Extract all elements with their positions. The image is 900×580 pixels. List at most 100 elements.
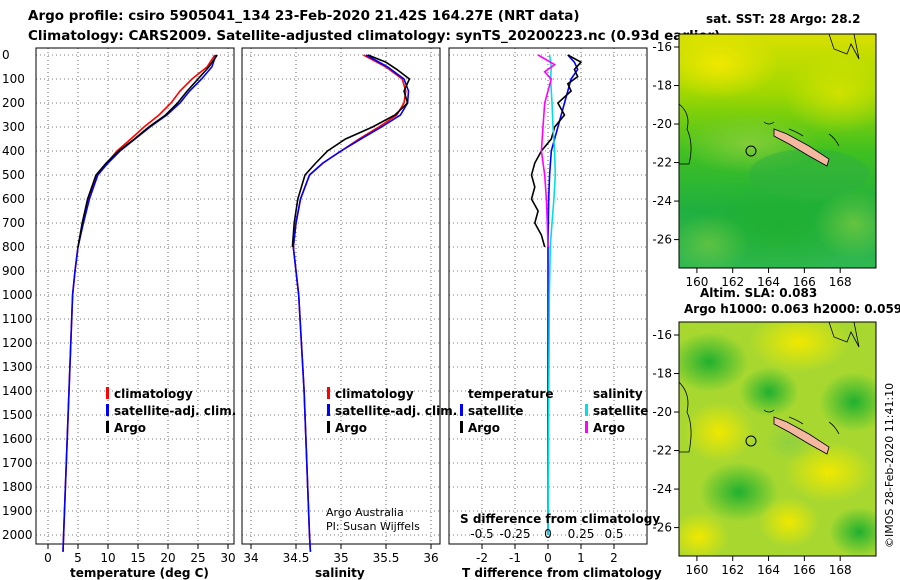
x-tick-label: 15 — [130, 551, 145, 565]
legend-argo-swatch — [327, 421, 330, 433]
lat-tick-label: -18 — [652, 367, 672, 381]
lon-tick-label: 168 — [829, 563, 852, 577]
temperature-frame — [35, 47, 235, 545]
lat-tick-label: -16 — [652, 328, 672, 342]
sla-map-title-2: Argo h1000: 0.063 h2000: 0.059 — [684, 302, 900, 316]
sst-map-field — [679, 34, 876, 268]
series-line-argo — [77, 54, 218, 248]
depth-tick-label: 100 — [2, 72, 25, 86]
depth-tick-label: 1700 — [2, 456, 33, 470]
series-line-climatology — [292, 54, 407, 552]
legend-satellite-swatch — [327, 404, 330, 416]
lat-tick-label: -26 — [652, 521, 672, 535]
difference-panel: -2 -1 0 1 2 -0.5 -0.25 0 0.25 0.5 T difference f… — [448, 47, 662, 580]
temperature-gridlines — [36, 48, 234, 544]
depth-tick-label: 1100 — [2, 312, 33, 326]
legend-temp-argo-swatch — [460, 421, 463, 433]
depth-tick-label: 500 — [2, 168, 25, 182]
depth-tick-label: 400 — [2, 144, 25, 158]
lon-tick-label: 162 — [721, 563, 744, 577]
sst-lon-ticks: 160 162 164 166 168 — [685, 268, 852, 289]
lon-tick-label: 162 — [721, 275, 744, 289]
temperature-series — [62, 54, 218, 552]
x-tick-label: 25 — [190, 551, 205, 565]
lon-tick-label: 166 — [793, 563, 816, 577]
depth-tick-label: 1900 — [2, 504, 33, 518]
depth-tick-label: 1800 — [2, 480, 33, 494]
legend-sal-satellite-label: satellite — [593, 404, 648, 418]
x-tick-label: 30 — [220, 551, 235, 565]
legend-satellite-swatch — [106, 404, 109, 416]
lat-tick-label: -26 — [652, 233, 672, 247]
legend-sal-satellite-swatch — [585, 404, 588, 416]
lat-tick-label: -24 — [652, 194, 672, 208]
difference-salinity-ticks: -0.5 -0.25 0 0.25 0.5 — [470, 527, 623, 541]
depth-tick-label: 1300 — [2, 360, 33, 374]
sla-map: Altim. SLA: 0.083 Argo h1000: 0.063 h200… — [652, 286, 900, 577]
temperature-x-ticks: 0 5 10 15 20 25 30 — [44, 544, 236, 565]
legend-climatology-swatch — [327, 387, 330, 399]
legend-temp-satellite-label: satellite — [468, 404, 523, 418]
x-tick-label: -2 — [476, 551, 488, 565]
x-tick-label: 0 — [544, 551, 552, 565]
difference-xlabel: T difference from climatology — [462, 566, 662, 580]
x-tick-label: 34 — [243, 551, 258, 565]
sst-map: sat. SST: 28 Argo: 28.2 -16-18-20-22-24-… — [652, 12, 877, 289]
depth-tick-label: 1500 — [2, 408, 33, 422]
salinity-xlabel: salinity — [315, 566, 365, 580]
depth-tick-label: 900 — [2, 264, 25, 278]
x-tick-label: 35.5 — [373, 551, 400, 565]
salinity-legend: climatology satellite-adj. clim. Argo — [327, 387, 457, 435]
title-line-2: Climatology: CARS2009. Satellite-adjuste… — [28, 28, 720, 44]
series-line-temperature-argo — [530, 54, 583, 248]
series-line-argo — [291, 54, 411, 248]
lon-tick-label: 160 — [685, 275, 708, 289]
sla-map-title-1: Altim. SLA: 0.083 — [700, 286, 817, 300]
legend-argo-label: Argo — [114, 421, 146, 435]
difference-series — [530, 54, 583, 536]
depth-tick-label: 1600 — [2, 432, 33, 446]
x-tick-label: 1 — [577, 551, 585, 565]
salinity-diff-tick-label: -0.25 — [499, 527, 530, 541]
legend-climatology-label: climatology — [335, 387, 414, 401]
x-tick-label: 34.5 — [283, 551, 310, 565]
salinity-panel: 34 34.5 35 35.5 36 salinity climatology sate… — [241, 47, 457, 580]
x-tick-label: -1 — [509, 551, 521, 565]
lat-tick-label: -20 — [652, 117, 672, 131]
x-tick-label: 36 — [423, 551, 438, 565]
x-tick-label: 2 — [610, 551, 618, 565]
salinity-diff-tick-label: 0.25 — [568, 527, 595, 541]
temperature-panel: 0 5 10 15 20 25 30 temperature (deg C) climato… — [35, 47, 236, 580]
x-tick-label: 20 — [160, 551, 175, 565]
depth-tick-label: 800 — [2, 240, 25, 254]
imos-watermark: ©IMOS 28-Feb-2020 11:41:10 — [883, 383, 896, 548]
title-line-1: Argo profile: csiro 5905041_134 23-Feb-2… — [28, 8, 579, 24]
legend-climatology-swatch — [106, 387, 109, 399]
series-line-climatology — [62, 54, 216, 552]
legend-sal-argo-label: Argo — [593, 421, 625, 435]
sst-map-frame — [678, 33, 877, 269]
salinity-gridlines — [242, 48, 440, 544]
sst-lat-ticks: -16 -18 -20 -22 -24 -26 — [652, 40, 679, 247]
x-tick-label: 35 — [333, 551, 348, 565]
legend-argo-label: Argo — [335, 421, 367, 435]
depth-axis: 0 100 200 300 400 500 600 700 800 900 1000 1100 1200… — [2, 48, 33, 542]
sla-lat-ticks: -16 -18 -20 -22 -24 -26 — [652, 328, 679, 535]
legend-temperature-title: temperature — [468, 387, 553, 401]
sla-map-field — [679, 322, 876, 556]
depth-tick-label: 0 — [2, 48, 10, 62]
sla-lon-ticks: 160 162 164 166 168 — [685, 556, 852, 577]
depth-tick-label: 1200 — [2, 336, 33, 350]
lon-tick-label: 166 — [793, 275, 816, 289]
sst-map-title: sat. SST: 28 Argo: 28.2 — [706, 12, 860, 26]
x-tick-label: 10 — [100, 551, 115, 565]
lat-tick-label: -24 — [652, 482, 672, 496]
lat-tick-label: -22 — [652, 156, 672, 170]
salinity-x-ticks: 34 34.5 35 35.5 36 — [243, 544, 439, 565]
legend-temp-argo-label: Argo — [468, 421, 500, 435]
x-tick-label: 0 — [44, 551, 52, 565]
credit-argo-australia: Argo Australia — [326, 506, 404, 519]
legend-satellite-label: satellite-adj. clim. — [114, 404, 236, 418]
legend-salinity-title: salinity — [593, 387, 643, 401]
difference-legend: temperature satellite Argo salinity sate… — [460, 387, 648, 435]
